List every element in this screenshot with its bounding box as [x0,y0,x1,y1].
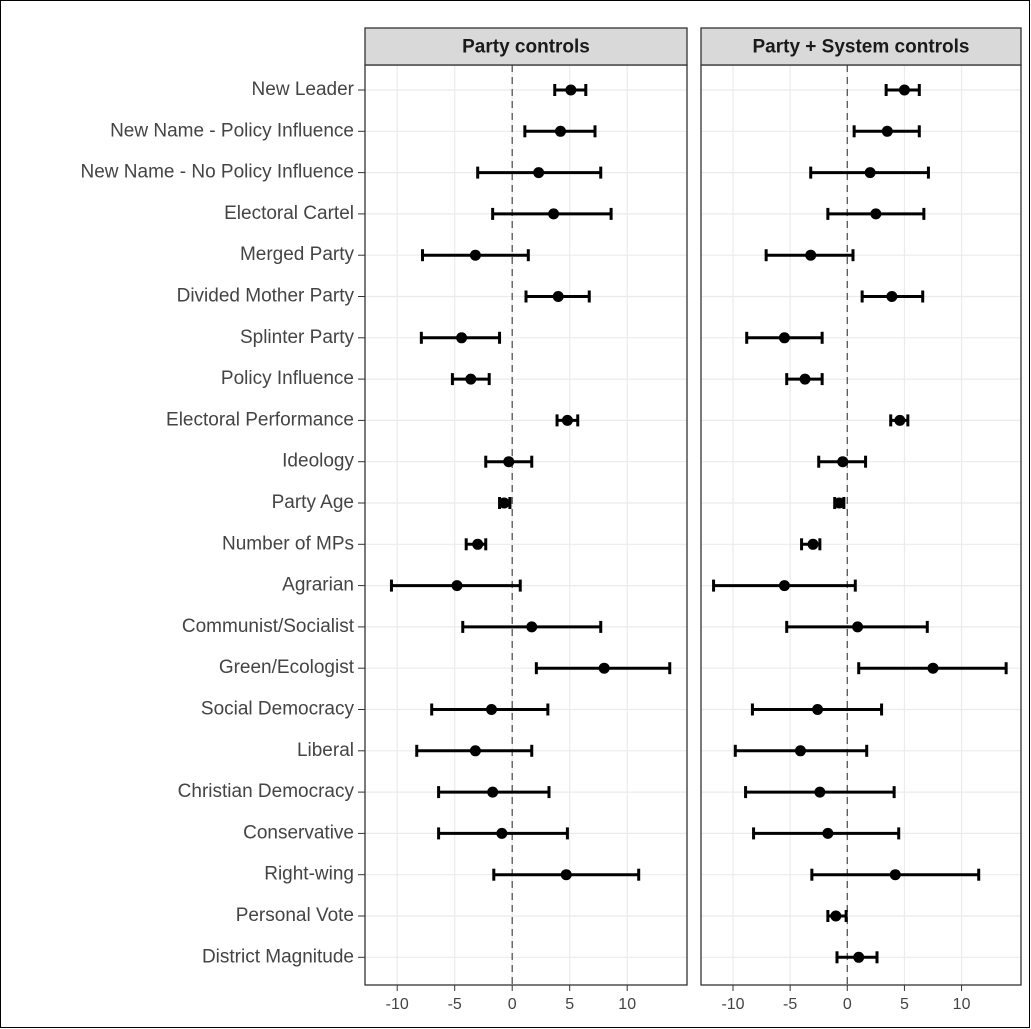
y-tick-label: New Name - Policy Influence [110,120,354,141]
y-tick-label: Divided Mother Party [177,286,355,307]
x-tick-label: -10 [386,996,409,1013]
y-tick-label: Policy Influence [221,368,354,389]
y-tick-label: Merged Party [240,244,355,265]
y-tick-label: District Magnitude [202,946,354,967]
point-estimate [833,497,845,509]
point-estimate [533,167,545,179]
x-tick-label: 10 [953,996,971,1013]
point-estimate [814,786,826,798]
y-tick-label: Green/Ecologist [219,657,355,678]
y-tick-label: Ideology [282,451,354,472]
facet-title: Party controls [462,37,590,58]
point-estimate [548,208,560,220]
x-tick-label: 0 [508,996,517,1013]
y-tick-label: New Leader [252,79,355,100]
y-tick-label: Agrarian [282,575,354,596]
y-tick-label: Party Age [272,492,354,513]
point-estimate [561,414,573,426]
point-estimate [555,125,566,137]
facet-title: Party + System controls [752,37,969,58]
point-estimate [598,662,610,674]
facet-strip [700,27,1022,66]
point-estimate [864,167,876,179]
point-estimate [822,827,834,839]
y-tick-label: Personal Vote [236,905,354,926]
point-estimate [565,84,577,96]
panel-background [701,65,1021,985]
y-tick-label: Christian Democracy [178,781,355,802]
point-estimate [898,84,910,96]
point-estimate [807,538,819,550]
point-estimate [886,291,898,302]
point-estimate [799,373,811,385]
point-estimate [812,704,824,715]
point-estimate [486,704,497,715]
point-estimate [465,373,477,385]
point-estimate [870,208,882,220]
y-tick-label: Splinter Party [240,327,355,348]
x-tick-label: 10 [618,996,636,1013]
point-estimate [560,869,572,881]
point-estimate [805,249,817,261]
x-tick-label: -10 [721,996,744,1013]
panel-background [365,65,687,985]
point-estimate [852,621,864,633]
point-estimate [778,332,790,344]
x-tick-label: 0 [843,996,852,1013]
x-tick-label: -5 [448,996,462,1013]
point-estimate [496,827,508,839]
point-estimate [894,414,906,426]
x-tick-label: 5 [900,996,909,1013]
point-estimate [456,332,468,344]
point-estimate [778,580,790,592]
y-tick-label: Conservative [243,822,354,843]
y-tick-label: Social Democracy [201,699,355,720]
y-tick-label: Electoral Cartel [224,203,354,224]
point-estimate [552,291,564,302]
y-tick-label: Electoral Performance [166,409,354,430]
point-estimate [498,497,510,509]
point-estimate [469,745,481,757]
point-estimate [927,662,939,674]
point-estimate [830,910,842,922]
y-tick-label: Number of MPs [222,533,354,554]
point-estimate [881,125,893,137]
facet-strip [364,27,688,66]
point-estimate [837,456,849,468]
x-tick-label: -5 [783,996,797,1013]
point-estimate [853,951,865,963]
point-estimate [889,869,901,881]
point-estimate [451,580,463,592]
point-estimate [503,456,515,468]
y-tick-label: Liberal [297,740,354,761]
y-tick-label: Right-wing [264,864,354,885]
point-estimate [487,786,499,798]
point-estimate [472,538,484,550]
y-tick-label: Communist/Socialist [182,616,355,637]
point-estimate [794,745,806,757]
point-estimate [526,621,538,633]
y-tick-label: New Name - No Policy Influence [81,162,355,183]
point-estimate [469,249,481,261]
x-tick-label: 5 [565,996,574,1013]
